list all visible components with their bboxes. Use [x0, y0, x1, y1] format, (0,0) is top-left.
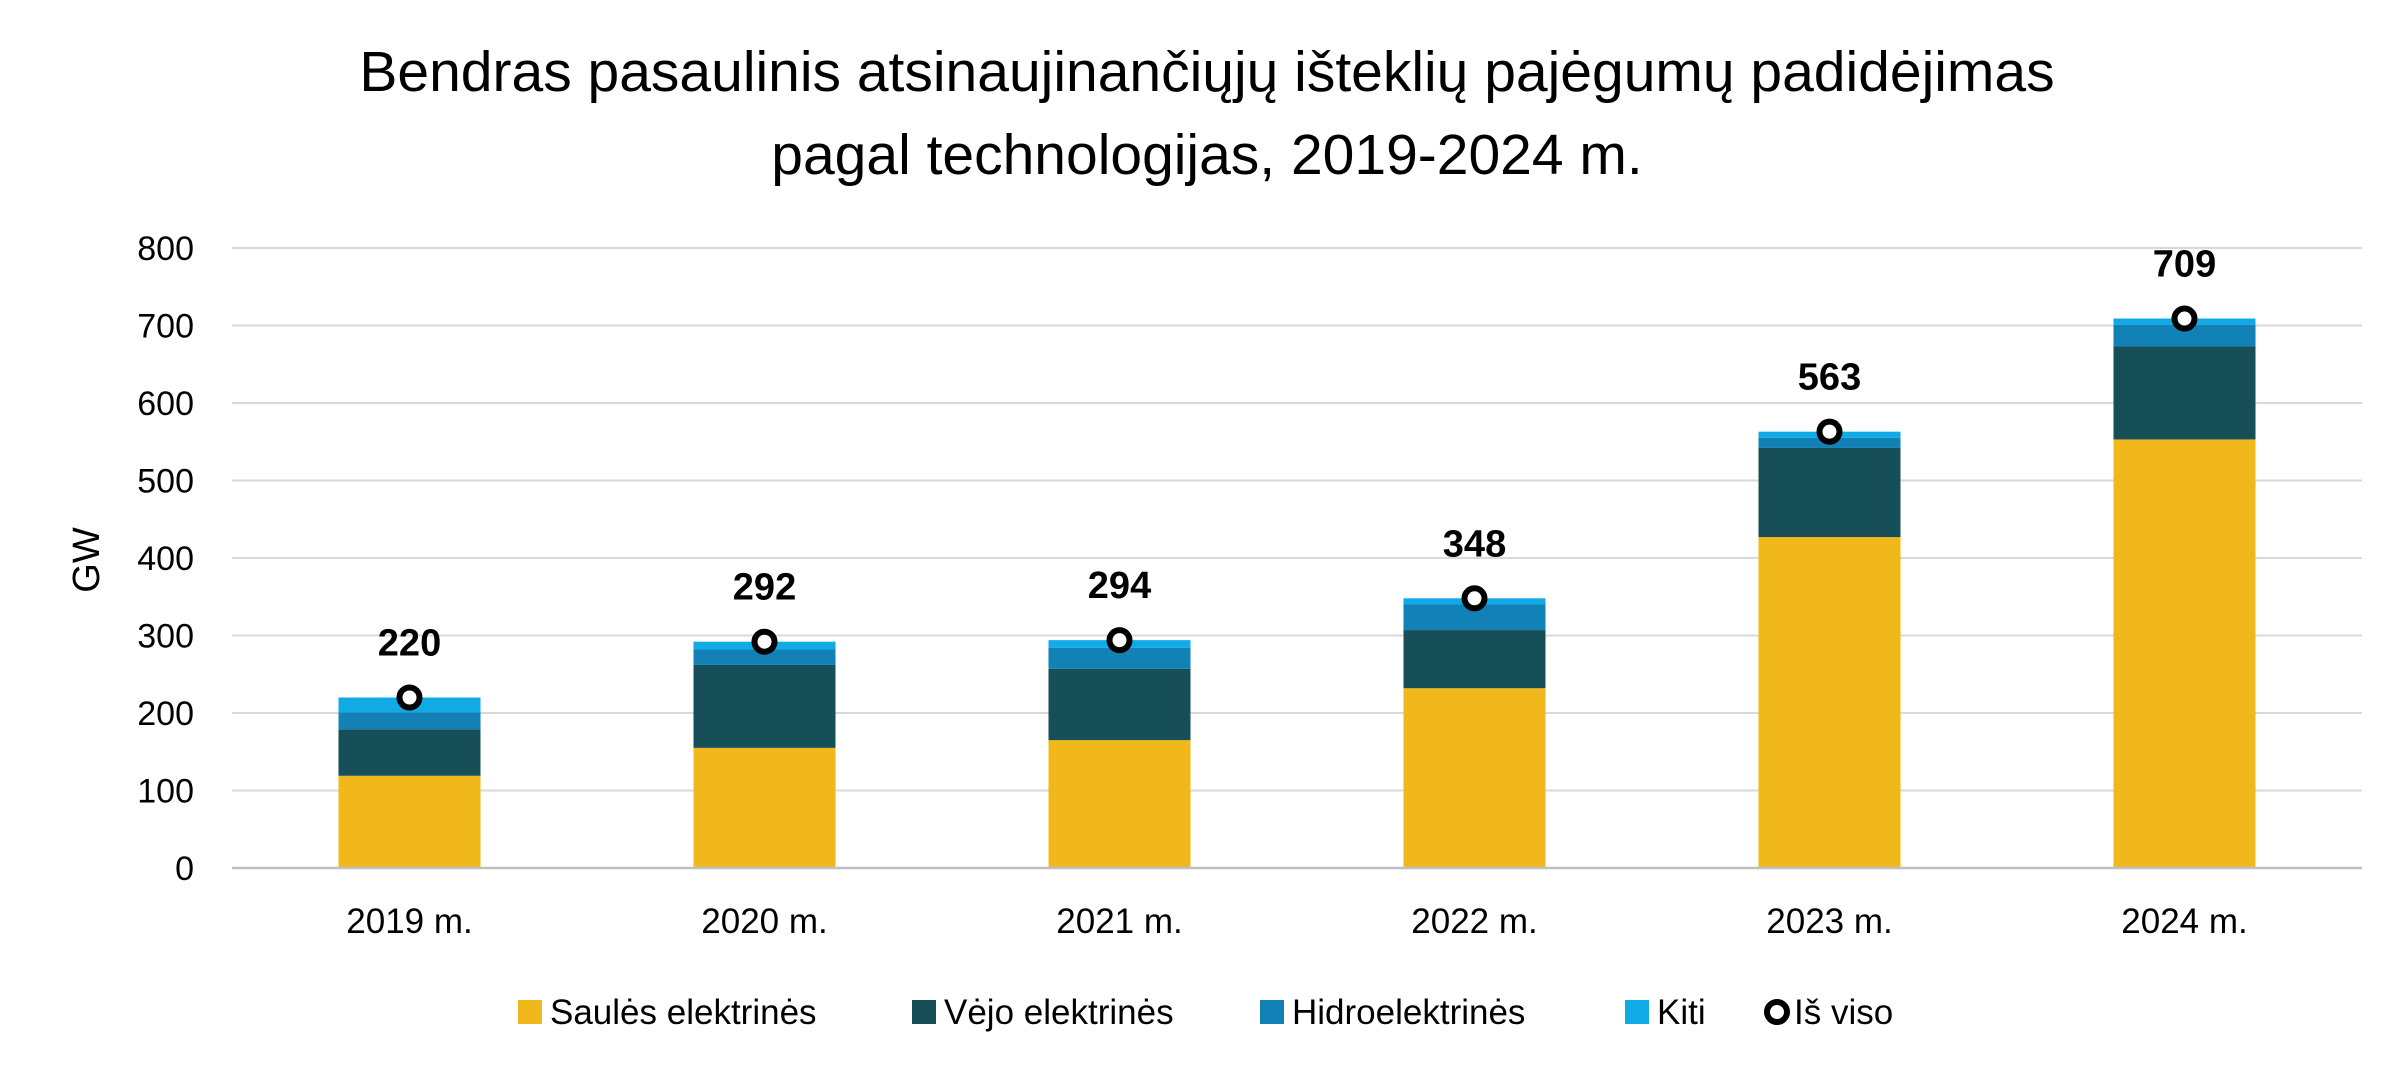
bar-segment [2113, 324, 2256, 347]
bar-segment [1403, 630, 1546, 689]
total-data-label: 709 [2153, 244, 2216, 286]
bar-segment [338, 775, 481, 868]
y-tick-label: 500 [137, 463, 194, 501]
total-marker [1461, 585, 1488, 612]
total-data-label: 563 [1798, 357, 1861, 399]
y-axis-label: GW [66, 527, 108, 593]
bar-segment [1758, 537, 1901, 868]
total-data-label: 348 [1443, 523, 1506, 565]
gridlines [232, 247, 2362, 792]
total-marker [396, 684, 423, 711]
legend-swatch [1625, 1000, 1649, 1024]
total-marker [2171, 305, 2198, 332]
total-marker [1106, 627, 1133, 654]
y-tick-label: 600 [137, 385, 194, 423]
x-tick-label: 2021 m. [1056, 902, 1182, 941]
total-data-label: 294 [1088, 565, 1151, 607]
x-tick-label: 2023 m. [1766, 902, 1892, 941]
legend-label: Vėjo elektrinės [944, 993, 1174, 1032]
chart-title-line-2: pagal technologijas, 2019-2024 m. [771, 123, 1642, 187]
total-markers: 220 292 294 348 563 709 [378, 244, 2216, 711]
legend-label: Hidroelektrinės [1292, 993, 1525, 1032]
bar-segment [693, 747, 836, 868]
legend-swatch [1260, 1000, 1284, 1024]
bar-stacks [338, 318, 2256, 868]
chart-title-line-1: Bendras pasaulinis atsinaujinančiųjų išt… [359, 40, 2054, 104]
legend-swatch [912, 1000, 936, 1024]
legend-label: Kiti [1657, 993, 1706, 1032]
y-tick-label: 800 [137, 230, 194, 268]
bar-segment [338, 712, 481, 730]
legend-label: Iš viso [1794, 993, 1893, 1032]
x-tick-label: 2024 m. [2121, 902, 2247, 941]
y-tick-label: 100 [137, 773, 194, 811]
total-marker [751, 628, 778, 655]
y-tick-label: 700 [137, 308, 194, 346]
x-tick-label: 2022 m. [1411, 902, 1537, 941]
y-tick-labels: 0 100 200 300 400 500 600 700 800 [137, 230, 194, 888]
bar-segment [693, 649, 836, 665]
total-marker [1816, 418, 1843, 445]
bar-segment [2113, 439, 2256, 868]
legend-label: Saulės elektrinės [550, 993, 817, 1032]
bar-segment [1758, 447, 1901, 538]
legend-total-marker [1764, 999, 1790, 1025]
category-labels: 2019 m. 2020 m. 2021 m. 2022 m. 2023 m. 2024 … [346, 902, 2247, 941]
total-data-label: 220 [378, 623, 441, 665]
bar-segment [1048, 668, 1191, 741]
bar-segment [693, 664, 836, 748]
x-tick-label: 2019 m. [346, 902, 472, 941]
y-tick-label: 400 [137, 540, 194, 578]
bar-segment [1048, 740, 1191, 868]
legend: Saulės elektrinės Vėjo elektrinės Hidroele… [518, 993, 1893, 1032]
x-tick-label: 2020 m. [701, 902, 827, 941]
total-data-label: 292 [733, 567, 796, 609]
bar-segment [2113, 346, 2256, 440]
bar-segment [1048, 647, 1191, 669]
legend-swatch [518, 1000, 542, 1024]
y-tick-label: 0 [175, 850, 194, 888]
y-tick-label: 300 [137, 618, 194, 656]
bar-segment [1403, 688, 1546, 868]
y-tick-label: 200 [137, 695, 194, 733]
bar-segment [338, 729, 481, 776]
